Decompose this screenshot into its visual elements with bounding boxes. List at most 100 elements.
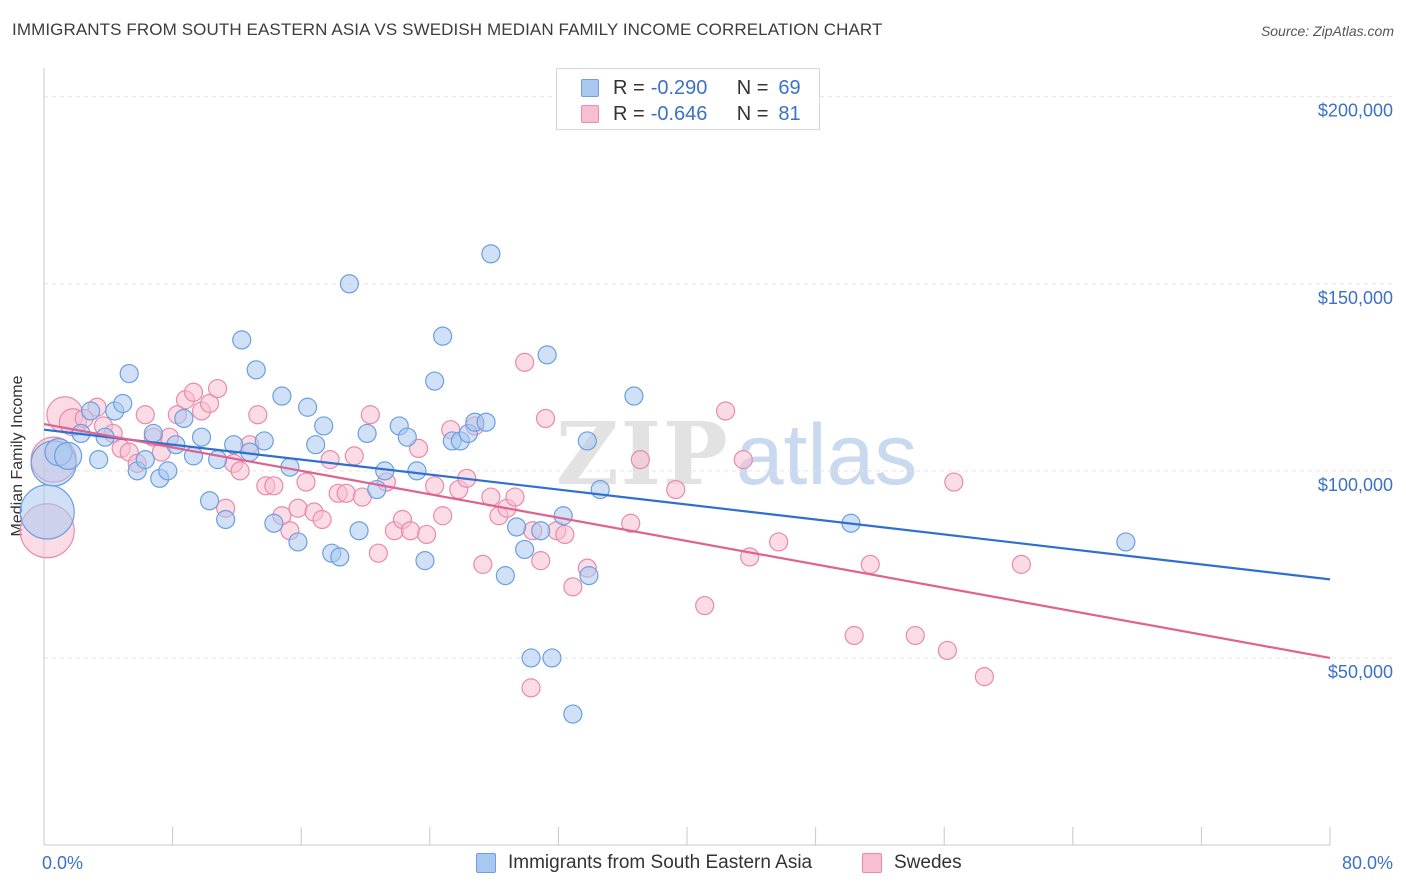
sea-point	[397, 427, 417, 447]
series-legend-swatch-blue	[476, 853, 496, 873]
swedes-point	[505, 487, 525, 507]
sea-point	[507, 517, 527, 537]
swedes-point	[555, 524, 575, 545]
swedes-point	[248, 405, 268, 425]
grid-lines	[44, 96, 1395, 659]
swedes-point	[515, 352, 535, 372]
tick-labels: $50,000 $100,000 $150,000 $200,000 0.0% 80.0%	[42, 101, 1393, 873]
sea-point	[495, 566, 515, 586]
legend-n-value: 69	[778, 76, 801, 99]
swedes-point	[844, 625, 864, 646]
sea-point	[531, 521, 551, 541]
series-legend-swatch-pink	[862, 853, 882, 873]
sea-point	[174, 408, 194, 429]
sea-point	[199, 491, 220, 511]
sea-point	[515, 539, 535, 560]
swedes-point	[695, 595, 715, 616]
sea-point	[481, 244, 501, 264]
legend-swatch-blue	[581, 79, 599, 97]
swedes-point	[733, 450, 753, 470]
swedes-point	[368, 543, 388, 563]
swedes-point	[296, 472, 316, 492]
sea-point	[330, 547, 350, 567]
sea-point	[158, 461, 178, 481]
swedes-point	[312, 509, 332, 530]
legend-row-sea: R = -0.290 N = 69	[581, 76, 801, 100]
series-sea-points	[19, 244, 1136, 724]
legend-n-value: 81	[778, 102, 801, 125]
swedes-point	[360, 405, 380, 425]
sea-point	[232, 330, 252, 350]
sea-point	[349, 521, 369, 541]
source-label: Source: ZipAtlas.com	[1260, 23, 1394, 39]
x-tick-label: 80.0%	[1342, 853, 1393, 873]
sea-point	[577, 431, 597, 451]
sea-trend-line	[43, 428, 1331, 581]
sea-point	[135, 450, 155, 470]
sea-point	[272, 386, 292, 406]
sea-point	[1116, 532, 1136, 552]
sea-point	[521, 648, 541, 668]
sea-point	[563, 704, 583, 724]
sea-point	[191, 427, 212, 447]
swedes-point	[563, 577, 583, 597]
sea-point	[579, 566, 599, 586]
chart-title: IMMIGRANTS FROM SOUTH EASTERN ASIA VS SW…	[12, 20, 883, 39]
swedes-point	[320, 450, 340, 470]
sea-point	[553, 506, 573, 526]
swedes-point	[135, 405, 155, 425]
swedes-point	[974, 667, 994, 687]
swedes-point	[630, 450, 650, 470]
swedes-point	[433, 506, 453, 526]
sea-point	[54, 441, 83, 470]
swedes-point	[937, 640, 958, 661]
legend-r-key: R =	[613, 76, 645, 99]
swedes-point	[336, 483, 356, 503]
sea-point	[624, 386, 644, 406]
sea-point	[246, 360, 266, 380]
swedes-point	[621, 513, 641, 533]
legend-n-key: N =	[736, 102, 769, 125]
legend-r-key: R =	[613, 102, 645, 125]
swedes-point	[521, 678, 541, 698]
sea-point	[264, 513, 284, 533]
legend-swatch-pink	[581, 105, 599, 123]
sea-point	[119, 363, 139, 384]
sea-point	[339, 274, 360, 294]
y-tick-label: $200,000	[1318, 101, 1393, 121]
swedes-point	[1011, 554, 1031, 574]
series-legend-label: Swedes	[894, 852, 962, 873]
swedes-point	[416, 524, 437, 545]
sea-point	[314, 416, 334, 436]
sea-point	[306, 435, 326, 455]
sea-point	[537, 345, 557, 365]
trend-lines	[43, 423, 1331, 660]
swedes-point	[473, 554, 493, 574]
sea-point	[254, 431, 274, 451]
swedes-point	[208, 378, 228, 399]
x-tick-label: 0.0%	[42, 853, 83, 873]
swedes-point	[715, 401, 736, 421]
swedes-point	[344, 446, 364, 466]
sea-point	[476, 412, 496, 432]
sea-point	[89, 450, 109, 470]
sea-point	[224, 435, 244, 455]
correlation-legend: R = -0.290 N = 69 R = -0.646 N = 81	[556, 68, 820, 130]
sea-point	[216, 509, 236, 530]
sea-point	[415, 551, 435, 571]
swedes-point	[264, 476, 284, 496]
sea-point	[208, 450, 228, 470]
series-legend: Immigrants from South Eastern Asia Swede…	[0, 852, 1406, 878]
series-legend-item-sea: Immigrants from South Eastern Asia	[476, 852, 812, 874]
y-tick-label: $100,000	[1318, 475, 1393, 495]
sea-point	[288, 532, 308, 552]
series-legend-item-swedes: Swedes	[862, 852, 962, 874]
swedes-point	[425, 476, 445, 496]
legend-r-value: -0.646	[650, 102, 708, 125]
sea-point	[357, 423, 377, 444]
y-tick-label: $150,000	[1318, 288, 1393, 308]
swedes-point	[860, 554, 880, 574]
legend-r-value: -0.290	[650, 76, 708, 99]
sea-point	[433, 326, 453, 346]
